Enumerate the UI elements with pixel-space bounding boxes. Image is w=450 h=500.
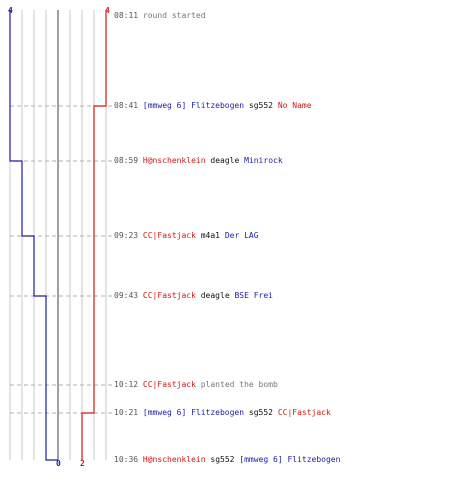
event-text: [mmweg 6] Flitzebogen [239,455,341,464]
event-time: 08:11 [114,11,139,20]
event-time: 10:36 [114,455,139,464]
event-time: 09:43 [114,291,139,300]
event-row: 10:21 [mmweg 6] Flitzebogen sg552 CC|Fas… [114,408,331,418]
event-text: Der LAG [224,231,259,240]
event-text: H@nschenklein [142,156,206,165]
event-row: 10:36 H@nschenklein sg552 [mmweg 6] Flit… [114,455,340,465]
event-text: deagle [210,156,240,165]
event-text: CC|Fastjack [277,408,331,417]
event-text: No Name [277,101,312,110]
event-time: 09:23 [114,231,139,240]
blue-end-count: 0 [56,459,61,468]
event-row: 10:12 CC|Fastjack planted the bomb [114,380,278,390]
event-time: 08:59 [114,156,139,165]
event-text: round started [142,11,206,20]
event-text: deagle [200,291,230,300]
event-text: [mmweg 6] Flitzebogen [142,101,245,110]
event-text: CC|Fastjack [142,291,196,300]
event-row: 09:43 CC|Fastjack deagle BSE Frei [114,291,273,301]
event-text: CC|Fastjack [142,231,196,240]
red-team-alive-line [81,10,107,460]
event-text: sg552 [248,101,273,110]
event-row: 08:41 [mmweg 6] Flitzebogen sg552 No Nam… [114,101,312,111]
event-text: H@nschenklein [142,455,206,464]
blue-start-count: 4 [8,6,13,15]
event-text: m4a1 [200,231,220,240]
event-time: 10:21 [114,408,139,417]
event-text: Minirock [244,156,283,165]
event-text: sg552 [248,408,273,417]
event-time: 08:41 [114,101,139,110]
event-time: 10:12 [114,380,139,389]
event-text: planted the bomb [200,380,278,389]
event-text: BSE Frei [234,291,273,300]
event-text: [mmweg 6] Flitzebogen [142,408,245,417]
red-start-count: 4 [105,6,110,15]
blue-team-alive-line [9,10,58,461]
event-row: 08:59 H@nschenklein deagle Minirock [114,156,283,166]
event-row: 08:11 round started [114,11,206,21]
event-row: 09:23 CC|Fastjack m4a1 Der LAG [114,231,259,241]
event-text: sg552 [210,455,235,464]
red-end-count: 2 [80,459,85,468]
event-text: CC|Fastjack [142,380,196,389]
